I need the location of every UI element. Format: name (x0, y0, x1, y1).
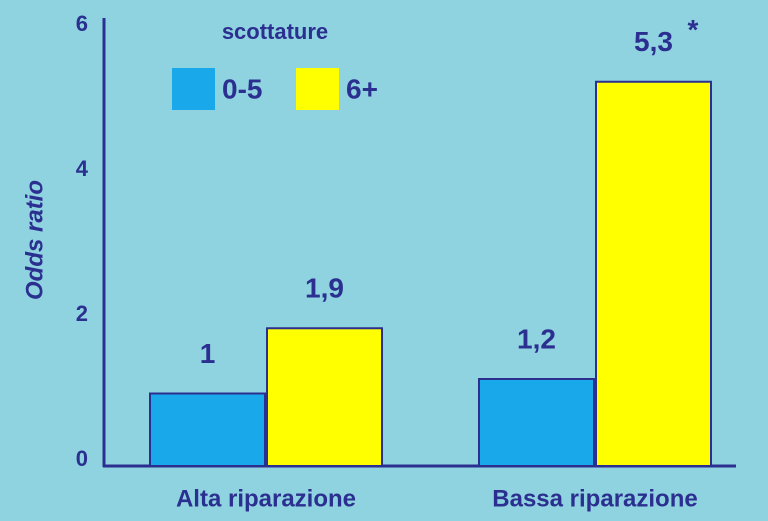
value-label: 1,9 (305, 273, 344, 304)
bar (478, 378, 595, 467)
bar (149, 392, 266, 467)
legend-title: scottature (222, 19, 328, 44)
y-axis-label: Odds ratio (21, 180, 48, 300)
y-tick-label: 2 (76, 301, 88, 326)
x-tick-label: Bassa riparazione (492, 485, 697, 512)
value-label: 1,2 (517, 323, 556, 354)
y-tick-label: 4 (76, 156, 89, 181)
value-label: 5,3 (634, 26, 673, 57)
legend-label: 6+ (346, 73, 378, 104)
y-tick-label: 6 (76, 11, 88, 36)
legend-label: 0-5 (222, 73, 262, 104)
x-tick-label: Alta riparazione (176, 485, 356, 512)
bar (595, 80, 712, 467)
legend-swatch (172, 68, 215, 110)
annotation: * (688, 14, 699, 45)
value-label: 1 (200, 338, 216, 369)
legend-swatch (296, 68, 339, 110)
y-tick-label: 0 (76, 446, 88, 471)
bar (266, 327, 383, 467)
